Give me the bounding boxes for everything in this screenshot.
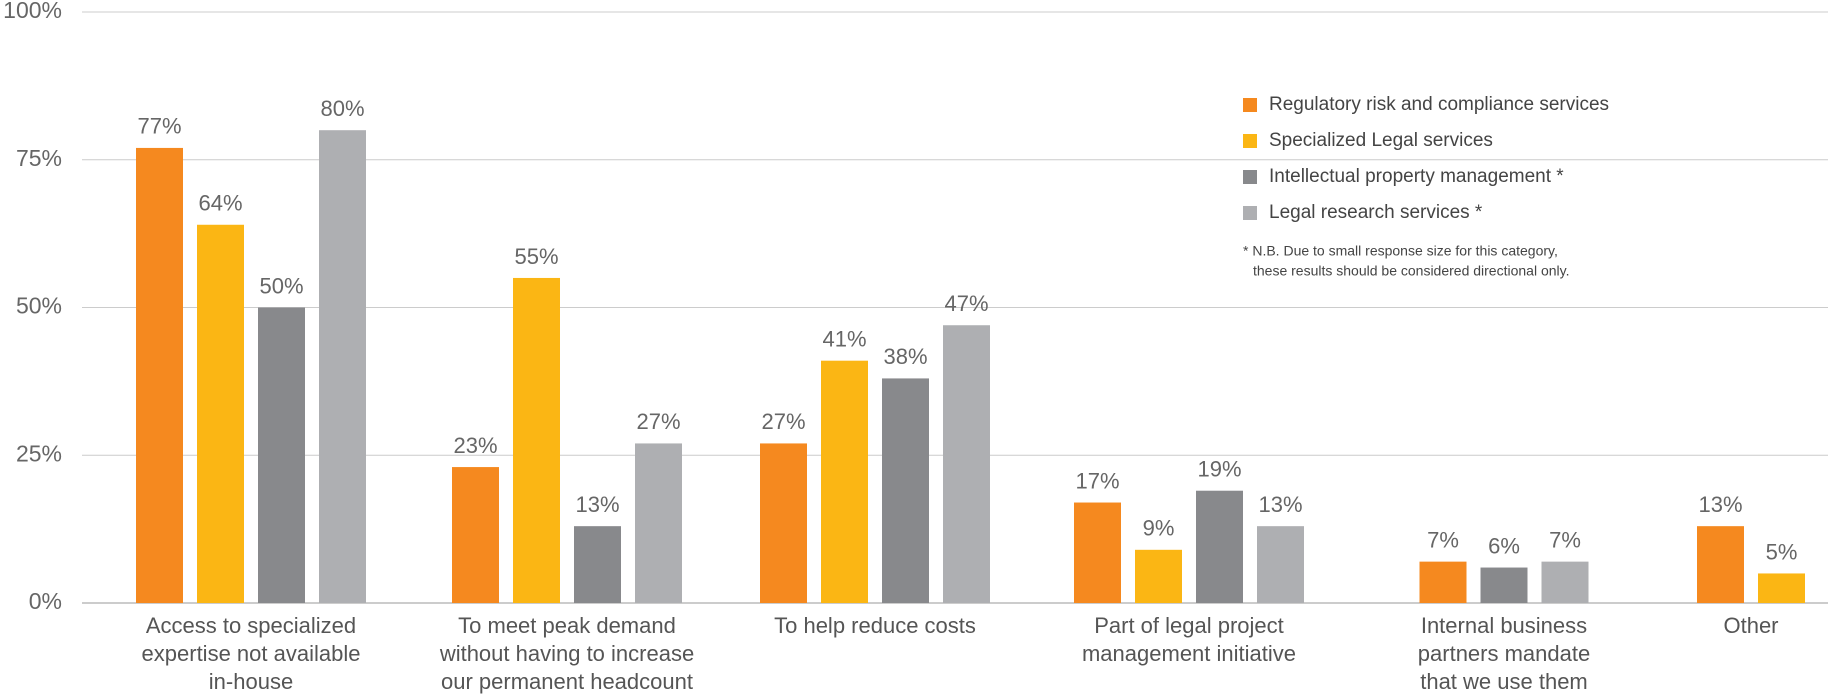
x-tick-label: Part of legal project management initiat… [1081, 613, 1296, 666]
value-label: 47% [944, 291, 988, 316]
value-label: 13% [575, 492, 619, 517]
bar [760, 443, 807, 603]
x-tick-label: Access to specialized expertise not avai… [141, 613, 361, 694]
bar [1074, 502, 1121, 603]
legend-swatch [1243, 134, 1257, 148]
legend-swatch [1243, 170, 1257, 184]
value-label: 19% [1197, 457, 1241, 482]
note: these results should be considered direc… [1253, 263, 1569, 279]
legend: Regulatory risk and compliance services S… [1243, 94, 1609, 279]
legend-label: Specialized Legal services [1269, 130, 1493, 151]
bar [882, 378, 929, 603]
value-label: 50% [259, 273, 303, 298]
value-label: 6% [1488, 533, 1520, 558]
value-label: 17% [1075, 468, 1119, 493]
value-label: 13% [1698, 492, 1742, 517]
bar [574, 526, 621, 603]
bar [258, 307, 305, 603]
bar [1135, 549, 1182, 603]
bar [319, 130, 366, 603]
x-tick-label: To meet peak demand without having to in… [439, 613, 695, 694]
bar [1257, 526, 1304, 603]
note: * N.B. Due to small response size for th… [1243, 243, 1558, 259]
bar [1480, 567, 1528, 603]
value-label: 64% [198, 191, 242, 216]
value-label: 38% [883, 344, 927, 369]
bar [197, 224, 244, 603]
bar [1419, 561, 1467, 603]
bar [1196, 490, 1243, 603]
bar [821, 360, 868, 603]
y-tick-label: 25% [16, 440, 62, 466]
legend-swatch [1243, 98, 1257, 112]
y-tick-label: 75% [16, 145, 62, 171]
x-tick-label: To help reduce costs [774, 613, 976, 638]
value-label: 77% [137, 114, 181, 139]
value-label: 55% [514, 244, 558, 269]
bar [943, 325, 990, 603]
legend-label: Intellectual property management * [1269, 166, 1564, 187]
value-label: 27% [636, 409, 680, 434]
x-tick-label: Other [1723, 613, 1779, 638]
value-label: 13% [1258, 492, 1302, 517]
value-label: 7% [1549, 527, 1581, 552]
x-tick-label: Internal business partners mandate that … [1417, 613, 1591, 694]
legend-label: Legal research services * [1269, 202, 1483, 223]
y-tick-label: 50% [16, 293, 62, 319]
legend-swatch [1243, 206, 1257, 220]
bar [1541, 561, 1589, 603]
value-label: 80% [320, 96, 364, 121]
y-tick-label: 0% [29, 588, 62, 614]
value-label: 5% [1766, 539, 1798, 564]
bar [513, 277, 560, 603]
bar [1697, 526, 1744, 603]
value-label: 27% [761, 409, 805, 434]
bar [452, 467, 499, 603]
value-label: 41% [822, 327, 866, 352]
y-tick-label: 100% [3, 0, 62, 23]
bar [1758, 573, 1805, 603]
bar [136, 147, 183, 603]
value-label: 7% [1427, 527, 1459, 552]
bar [635, 443, 682, 603]
value-label: 9% [1143, 516, 1175, 541]
legend-label: Regulatory risk and compliance services [1269, 94, 1609, 115]
value-label: 23% [453, 433, 497, 458]
